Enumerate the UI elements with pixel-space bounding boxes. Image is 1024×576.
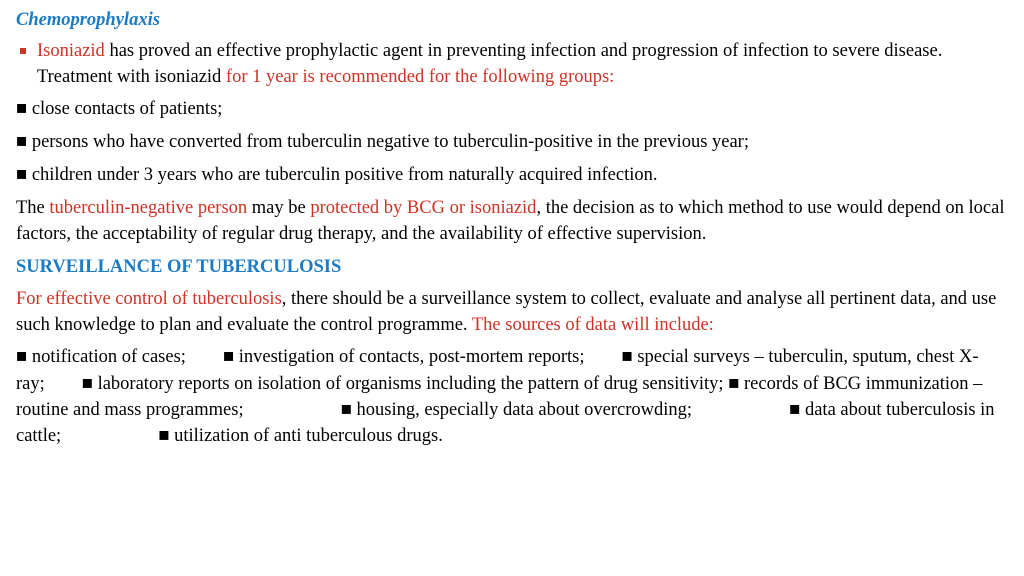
black-square-icon: ■ (789, 398, 800, 424)
black-square-icon: ■ (16, 345, 27, 371)
square-bullet-line: ■ children under 3 years who are tubercu… (16, 163, 1008, 189)
paragraph: The tuberculin-negative person may be pr… (16, 196, 1008, 248)
square-bullet-line: ■ persons who have converted from tuberc… (16, 130, 1008, 156)
black-square-icon: ■ (341, 398, 352, 424)
text-body: housing, especially data about overcrowd… (352, 400, 692, 420)
black-square-icon: ■ (16, 163, 27, 189)
bullet-text: Isoniazid has proved an effective prophy… (37, 39, 1008, 91)
paragraph: For effective control of tuberculosis, t… (16, 287, 1008, 339)
section-title-surveillance: SURVEILLANCE OF TUBERCULOSIS (16, 255, 1008, 281)
text-red: Isoniazid (37, 41, 105, 61)
text-body: close contacts of patients; (27, 99, 222, 119)
bullet-item-isoniazid: Isoniazid has proved an effective prophy… (16, 39, 1008, 91)
gap (186, 348, 223, 368)
text-body: investigation of contacts, post-mortem r… (234, 348, 584, 368)
black-square-icon: ■ (728, 372, 739, 398)
text-body: The (16, 198, 49, 218)
text-body: persons who have converted from tubercul… (27, 132, 749, 152)
black-square-icon: ■ (16, 97, 27, 123)
square-bullet-line: ■ close contacts of patients; (16, 97, 1008, 123)
gap (45, 374, 82, 394)
gap (61, 426, 158, 446)
text-red: For effective control of tuberculosis (16, 289, 282, 309)
text-red: tuberculin-negative person (49, 198, 247, 218)
text-red: for 1 year is recommended for the follow… (226, 67, 614, 87)
black-square-icon: ■ (158, 424, 169, 450)
text-body: utilization of anti tuberculous drugs. (170, 426, 443, 446)
text-body: may be (247, 198, 310, 218)
text-red: protected by BCG or isoniazid (310, 198, 536, 218)
gap (692, 400, 789, 420)
text-body: children under 3 years who are tuberculi… (27, 165, 657, 185)
text-red: The sources of data will include: (472, 315, 714, 335)
section-title-chemoprophylaxis: Chemoprophylaxis (16, 8, 1008, 34)
black-square-icon: ■ (82, 372, 93, 398)
text-body: laboratory reports on isolation of organ… (93, 374, 724, 394)
black-square-icon: ■ (16, 130, 27, 156)
black-square-icon: ■ (223, 345, 234, 371)
gap (585, 348, 622, 368)
square-bullet-flow: ■ notification of cases; ■ investigation… (16, 345, 1008, 449)
gap (244, 400, 341, 420)
black-square-icon: ■ (622, 345, 633, 371)
text-body: notification of cases; (27, 348, 186, 368)
bullet-square-icon (20, 48, 26, 54)
